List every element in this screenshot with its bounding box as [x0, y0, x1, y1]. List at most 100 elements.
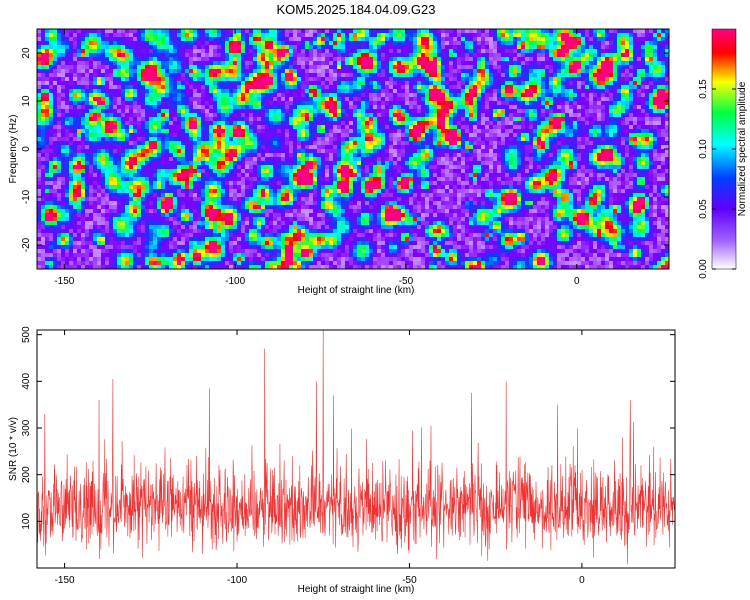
heatmap-cell [365, 137, 370, 142]
heatmap-cell [425, 93, 430, 98]
heatmap-cell [441, 133, 446, 138]
heatmap-cell [385, 53, 390, 58]
heatmap-cell [641, 105, 646, 110]
heatmap-cell [585, 129, 590, 134]
heatmap-cell [433, 137, 438, 142]
heatmap-cell [181, 105, 186, 110]
heatmap-cell [129, 53, 134, 58]
heatmap-cell [193, 73, 198, 78]
heatmap-cell [165, 85, 170, 90]
heatmap-cell [157, 153, 162, 158]
heatmap-cell [645, 73, 650, 78]
heatmap-cell [521, 37, 526, 42]
heatmap-cell [173, 65, 178, 70]
heatmap-cell [201, 41, 206, 46]
heatmap-cell [341, 69, 346, 74]
heatmap-cell [157, 121, 162, 126]
heatmap-cell [641, 33, 646, 38]
heatmap-cell [565, 113, 570, 118]
heatmap-cell [405, 125, 410, 130]
heatmap-cell [569, 41, 574, 46]
heatmap-cell [349, 129, 354, 134]
heatmap-cell [325, 45, 330, 50]
heatmap-cell [513, 125, 518, 130]
heatmap-cell [277, 145, 282, 150]
heatmap-cell [45, 41, 50, 46]
heatmap-cell [441, 97, 446, 102]
heatmap-cell [93, 41, 98, 46]
heatmap-cell [509, 133, 514, 138]
heatmap-cell [397, 137, 402, 142]
heatmap-cell [181, 77, 186, 82]
heatmap-cell [525, 89, 530, 94]
heatmap-cell [585, 37, 590, 42]
heatmap-cell [613, 33, 618, 38]
heatmap-cell [217, 101, 222, 106]
heatmap-cell [657, 125, 662, 130]
heatmap-cell [153, 141, 158, 146]
heatmap-cell [341, 133, 346, 138]
heatmap-cell [641, 117, 646, 122]
heatmap-cell [605, 129, 610, 134]
heatmap-cell [529, 89, 534, 94]
heatmap-cell [517, 41, 522, 46]
heatmap-cell [85, 77, 90, 82]
heatmap-cell [53, 45, 58, 50]
heatmap-cell [321, 129, 326, 134]
heatmap-cell [345, 73, 350, 78]
heatmap-cell [493, 89, 498, 94]
heatmap-cell [161, 49, 166, 54]
heatmap-cell [213, 153, 218, 158]
heatmap-cell [217, 85, 222, 90]
heatmap-cell [549, 109, 554, 114]
heatmap-cell [165, 133, 170, 138]
heatmap-cell [617, 61, 622, 66]
heatmap-cell [453, 141, 458, 146]
heatmap-cell [293, 29, 298, 34]
heatmap-cell [117, 41, 122, 46]
heatmap-cell [97, 81, 102, 86]
heatmap-cell [441, 61, 446, 66]
heatmap-cell [277, 125, 282, 130]
heatmap-cell [137, 93, 142, 98]
heatmap-cell [45, 77, 50, 82]
heatmap-cell [361, 89, 366, 94]
heatmap-cell [289, 113, 294, 118]
heatmap-cell [341, 121, 346, 126]
heatmap-cell [293, 77, 298, 82]
heatmap-cell [505, 97, 510, 102]
heatmap-cell [477, 141, 482, 146]
heatmap-cell [589, 57, 594, 62]
heatmap-cell [81, 73, 86, 78]
heatmap-cell [193, 85, 198, 90]
heatmap-cell [333, 49, 338, 54]
heatmap-cell [333, 101, 338, 106]
heatmap-cell [105, 73, 110, 78]
heatmap-cell [317, 137, 322, 142]
heatmap-cell [573, 85, 578, 90]
heatmap-cell [125, 53, 130, 58]
heatmap-cell [461, 49, 466, 54]
heatmap-cell [545, 65, 550, 70]
heatmap-cell [109, 37, 114, 42]
heatmap-cell [541, 57, 546, 62]
heatmap-cell [285, 77, 290, 82]
heatmap-cell [485, 149, 490, 154]
heatmap-cell [437, 113, 442, 118]
heatmap-cell [337, 121, 342, 126]
heatmap-cell [325, 145, 330, 150]
heatmap-cell [637, 49, 642, 54]
heatmap-cell [85, 101, 90, 106]
heatmap-cell [189, 109, 194, 114]
heatmap-cell [113, 61, 118, 66]
heatmap-cell [453, 121, 458, 126]
heatmap-cell [433, 149, 438, 154]
heatmap-cell [405, 101, 410, 106]
heatmap-cell [569, 89, 574, 94]
heatmap-cell [369, 77, 374, 82]
heatmap-cell [517, 137, 522, 142]
heatmap-cell [489, 73, 494, 78]
heatmap-cell [169, 41, 174, 46]
heatmap-cell [465, 93, 470, 98]
heatmap-cell [373, 49, 378, 54]
